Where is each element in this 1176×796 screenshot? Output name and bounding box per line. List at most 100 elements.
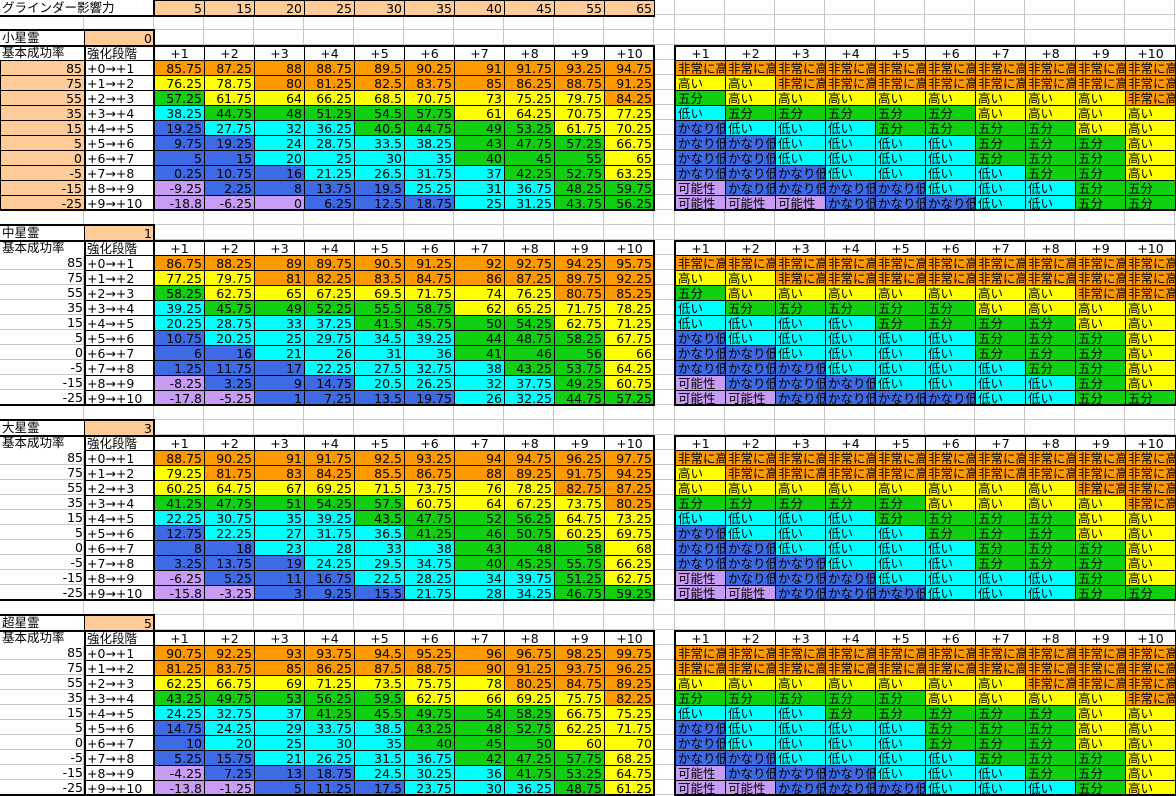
rating-cell[interactable]: 高い bbox=[1125, 135, 1176, 151]
success-rate-cell[interactable]: 83.75 bbox=[404, 75, 455, 91]
rating-cell[interactable]: 非常に高い bbox=[775, 60, 826, 76]
success-rate-cell[interactable]: 52.75 bbox=[504, 720, 555, 736]
success-rate-cell[interactable]: 37 bbox=[254, 705, 305, 721]
success-rate-cell[interactable]: 23 bbox=[254, 540, 305, 556]
rating-cell[interactable]: 高い bbox=[1125, 315, 1176, 331]
success-rate-cell[interactable]: 21 bbox=[254, 345, 305, 361]
success-rate-cell[interactable]: 65 bbox=[604, 150, 655, 166]
rating-cell[interactable]: 非常に高い bbox=[1075, 645, 1126, 661]
success-rate-cell[interactable]: 66.75 bbox=[204, 675, 255, 691]
rating-cell[interactable]: 非常に高い bbox=[1125, 690, 1176, 706]
rating-cell[interactable]: 五分 bbox=[1075, 765, 1126, 781]
rating-cell[interactable]: 高い bbox=[1125, 780, 1176, 796]
success-rate-cell[interactable]: 38.5 bbox=[354, 720, 405, 736]
success-rate-cell[interactable]: 64.75 bbox=[554, 510, 605, 526]
rating-cell[interactable]: 五分 bbox=[875, 510, 926, 526]
success-rate-cell[interactable]: 39.25 bbox=[304, 510, 355, 526]
rating-cell[interactable]: 高い bbox=[925, 90, 976, 106]
success-rate-cell[interactable]: 64 bbox=[254, 90, 305, 106]
rating-cell[interactable]: 五分 bbox=[875, 705, 926, 721]
success-rate-cell[interactable]: 92.25 bbox=[204, 645, 255, 661]
rating-cell[interactable]: 五分 bbox=[1075, 375, 1126, 391]
rating-cell[interactable]: 高い bbox=[1125, 330, 1176, 346]
rating-cell[interactable]: 非常に高い bbox=[1075, 75, 1126, 91]
success-rate-cell[interactable]: 27.5 bbox=[354, 360, 405, 376]
success-rate-cell[interactable]: 45.25 bbox=[504, 555, 555, 571]
rating-cell[interactable]: 高い bbox=[1025, 105, 1076, 121]
rating-cell[interactable]: 低い bbox=[775, 120, 826, 136]
success-rate-cell[interactable]: 58.25 bbox=[504, 705, 555, 721]
success-rate-cell[interactable]: 46 bbox=[504, 345, 555, 361]
rating-cell[interactable]: 非常に高い bbox=[1125, 495, 1176, 511]
success-rate-cell[interactable]: 47.25 bbox=[504, 750, 555, 766]
success-rate-cell[interactable]: 76 bbox=[454, 480, 505, 496]
success-rate-cell[interactable]: 42.25 bbox=[504, 165, 555, 181]
rating-cell[interactable]: 非常に高い bbox=[1125, 60, 1176, 76]
rating-cell[interactable]: 低い bbox=[875, 735, 926, 751]
rating-cell[interactable]: 可能性 bbox=[775, 195, 826, 211]
rating-cell[interactable]: 五分 bbox=[1025, 510, 1076, 526]
rating-cell[interactable]: 低い bbox=[825, 750, 876, 766]
rating-cell[interactable]: 五分 bbox=[875, 120, 926, 136]
success-rate-cell[interactable]: -17.8 bbox=[154, 390, 205, 406]
rating-cell[interactable]: 高い bbox=[825, 675, 876, 691]
rating-cell[interactable]: 低い bbox=[825, 540, 876, 556]
success-rate-cell[interactable]: 80.25 bbox=[504, 675, 555, 691]
rating-cell[interactable]: 低い bbox=[925, 585, 976, 601]
rating-cell[interactable]: 低い bbox=[725, 525, 776, 541]
rating-cell[interactable]: 五分 bbox=[875, 690, 926, 706]
rating-cell[interactable]: 非常に高い bbox=[1125, 270, 1176, 286]
rating-cell[interactable]: 五分 bbox=[1025, 345, 1076, 361]
success-rate-cell[interactable]: 28.75 bbox=[204, 315, 255, 331]
rating-cell[interactable]: 五分 bbox=[925, 720, 976, 736]
rating-cell[interactable]: 高い bbox=[725, 270, 776, 286]
rating-cell[interactable]: 高い bbox=[1075, 735, 1126, 751]
success-rate-cell[interactable]: 66.25 bbox=[604, 555, 655, 571]
grinder-value-cell[interactable]: 55 bbox=[554, 0, 605, 16]
rating-cell[interactable]: 高い bbox=[1025, 495, 1076, 511]
rating-cell[interactable]: かなり低い bbox=[775, 165, 826, 181]
success-rate-cell[interactable]: 21 bbox=[254, 750, 305, 766]
rating-cell[interactable]: 可能性 bbox=[675, 180, 726, 196]
success-rate-cell[interactable]: 24.5 bbox=[354, 765, 405, 781]
base-rate-cell[interactable]: 5 bbox=[0, 135, 85, 151]
rating-cell[interactable]: 五分 bbox=[1075, 360, 1126, 376]
rating-cell[interactable]: 高い bbox=[675, 270, 726, 286]
rating-cell[interactable]: 非常に高い bbox=[1125, 675, 1176, 691]
rating-cell[interactable]: 五分 bbox=[1025, 540, 1076, 556]
rating-cell[interactable]: 低い bbox=[825, 525, 876, 541]
rating-cell[interactable]: 可能性 bbox=[725, 780, 776, 796]
grinder-value-cell[interactable]: 15 bbox=[204, 0, 255, 16]
success-rate-cell[interactable]: 66 bbox=[604, 345, 655, 361]
success-rate-cell[interactable]: 16 bbox=[204, 345, 255, 361]
success-rate-cell[interactable]: 48 bbox=[454, 720, 505, 736]
rating-cell[interactable]: 五分 bbox=[925, 315, 976, 331]
success-rate-cell[interactable]: 28.25 bbox=[404, 570, 455, 586]
rating-cell[interactable]: 非常に高い bbox=[825, 75, 876, 91]
rating-cell[interactable]: 五分 bbox=[675, 495, 726, 511]
rating-cell[interactable]: かなり低い bbox=[675, 525, 726, 541]
rating-cell[interactable]: 五分 bbox=[1125, 195, 1176, 211]
success-rate-cell[interactable]: 11.75 bbox=[204, 360, 255, 376]
success-rate-cell[interactable]: 53.25 bbox=[554, 765, 605, 781]
rating-cell[interactable]: 低い bbox=[975, 390, 1026, 406]
rating-cell[interactable]: 低い bbox=[925, 150, 976, 166]
success-rate-cell[interactable]: 45.75 bbox=[204, 300, 255, 316]
success-rate-cell[interactable]: 56.25 bbox=[504, 510, 555, 526]
rating-cell[interactable]: 五分 bbox=[925, 510, 976, 526]
grinder-value-cell[interactable]: 25 bbox=[304, 0, 355, 16]
success-rate-cell[interactable]: 8 bbox=[154, 540, 205, 556]
rating-cell[interactable]: 非常に高い bbox=[825, 465, 876, 481]
rating-cell[interactable]: 高い bbox=[1125, 555, 1176, 571]
rating-cell[interactable]: かなり低い bbox=[675, 720, 726, 736]
rating-cell[interactable]: 五分 bbox=[1075, 555, 1126, 571]
rating-cell[interactable]: 低い bbox=[775, 705, 826, 721]
rating-cell[interactable]: 五分 bbox=[975, 345, 1026, 361]
rating-cell[interactable]: かなり低い bbox=[875, 585, 926, 601]
rating-cell[interactable]: 非常に高い bbox=[775, 270, 826, 286]
success-rate-cell[interactable]: 94.75 bbox=[504, 450, 555, 466]
rating-cell[interactable]: 高い bbox=[1125, 750, 1176, 766]
rating-cell[interactable]: 低い bbox=[875, 375, 926, 391]
rating-cell[interactable]: 非常に高い bbox=[725, 660, 776, 676]
rating-cell[interactable]: かなり低い bbox=[675, 135, 726, 151]
